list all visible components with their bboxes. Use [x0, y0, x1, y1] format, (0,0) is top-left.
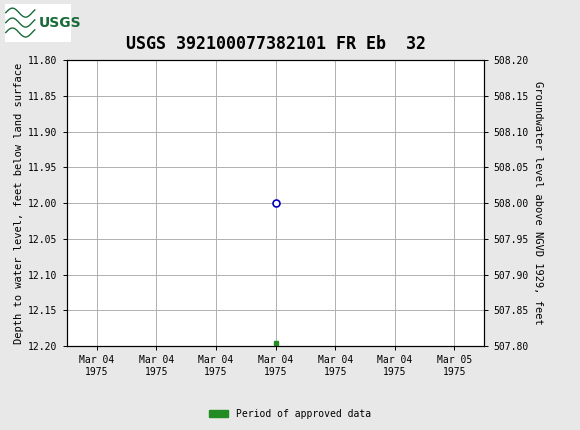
Legend: Period of approved data: Period of approved data	[205, 405, 375, 423]
Y-axis label: Depth to water level, feet below land surface: Depth to water level, feet below land su…	[14, 62, 24, 344]
Bar	[5, 3, 71, 42]
Title: USGS 392100077382101 FR Eb  32: USGS 392100077382101 FR Eb 32	[125, 35, 426, 53]
Text: USGS: USGS	[38, 15, 81, 30]
Y-axis label: Groundwater level above NGVD 1929, feet: Groundwater level above NGVD 1929, feet	[533, 81, 543, 325]
